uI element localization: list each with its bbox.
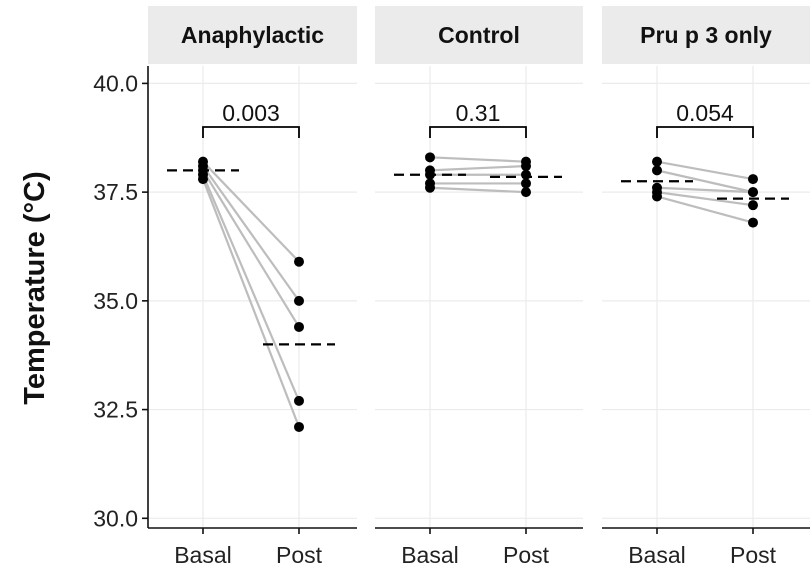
post-point [748,217,758,228]
paired-line [656,160,754,181]
post-point [748,187,758,198]
post-point [294,256,304,267]
x-tick-label: Basal [174,542,232,568]
paired-line [202,169,300,328]
p-value-label: 0.31 [456,100,501,126]
basal-point [425,182,435,193]
y-tick-label: 32.5 [93,397,138,423]
post-point [748,174,758,185]
basal-point [652,191,662,202]
y-tick-label: 40.0 [93,70,138,96]
paired-line [202,165,300,302]
post-point [294,421,304,432]
facet-panels: Anaphylactic Basal Post 0.003 Control Basal Po… [147,6,810,568]
paired-line [656,169,754,194]
basal-point [198,174,208,185]
panel-strip [148,6,357,64]
panel: Control Basal Post 0.31 [375,6,583,568]
y-tick-label: 37.5 [93,179,138,205]
post-point [521,169,531,180]
paired-line [201,174,301,402]
panel: Pru p 3 only Basal Post 0.054 [602,6,810,568]
panel: Anaphylactic Basal Post 0.003 [147,6,357,568]
post-point [521,178,531,189]
paired-line [429,186,527,194]
p-value-label: 0.054 [676,100,734,126]
y-tick-label: 35.0 [93,288,138,314]
panel-title: Control [438,22,520,48]
panel-title: Pru p 3 only [640,22,772,48]
x-tick-label: Basal [401,542,459,568]
paired-line [429,164,527,172]
post-point [748,200,758,211]
post-point [521,187,531,198]
x-tick-label: Basal [628,542,686,568]
p-value-label: 0.003 [222,100,280,126]
paired-line [656,186,754,194]
panel-strip [602,6,810,64]
paired-line [656,191,754,207]
paired-line [201,178,301,428]
x-tick-label: Post [276,542,323,568]
post-point [294,321,304,332]
significance-bracket [202,126,300,138]
x-tick-label: Post [730,542,777,568]
post-point [521,161,531,172]
paired-line [202,160,300,263]
basal-point [652,156,662,167]
y-tick-label: 30.0 [93,505,138,531]
paired-line [429,156,527,163]
basal-point [652,165,662,176]
y-axis-label: Temperature (°C) [19,171,51,404]
x-tick-label: Post [503,542,550,568]
significance-bracket [656,126,754,138]
paired-line [656,195,754,224]
y-axis: 30.0 32.5 35.0 37.5 40.0 [93,70,148,531]
post-point [294,395,304,406]
panel-strip [375,6,583,64]
basal-point [425,152,435,163]
significance-bracket [429,126,527,138]
post-point [294,295,304,306]
panel-title: Anaphylactic [181,22,324,48]
